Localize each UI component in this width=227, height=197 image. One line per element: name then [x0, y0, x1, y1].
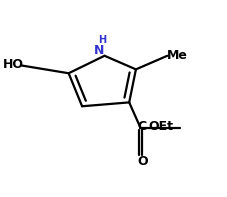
Text: Me: Me — [167, 49, 188, 62]
Text: C: C — [138, 120, 147, 133]
Text: OEt: OEt — [148, 120, 173, 133]
Text: HO: HO — [2, 58, 24, 71]
Text: N: N — [94, 44, 104, 57]
Text: H: H — [98, 35, 106, 45]
Text: O: O — [138, 155, 148, 168]
